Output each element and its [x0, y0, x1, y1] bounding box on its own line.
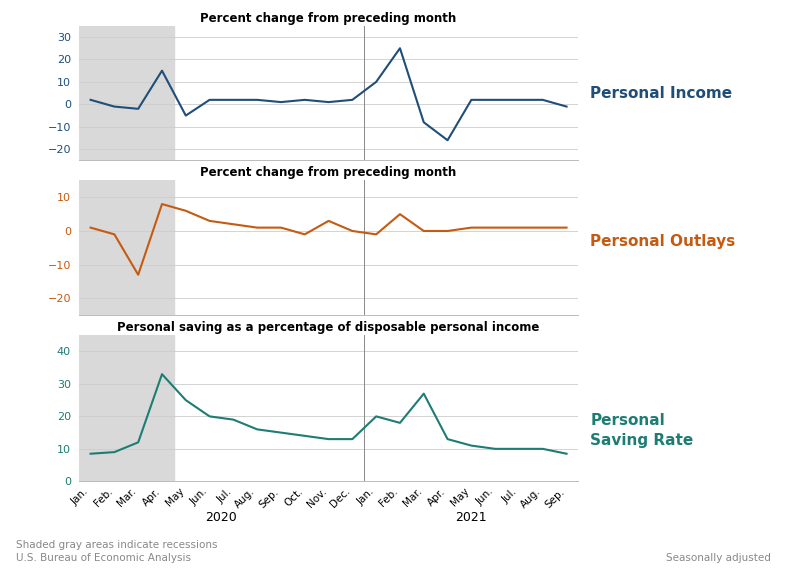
Bar: [79, 335, 174, 481]
Text: Personal
Saving Rate: Personal Saving Rate: [590, 413, 693, 448]
Text: U.S. Bureau of Economic Analysis: U.S. Bureau of Economic Analysis: [16, 553, 190, 563]
Bar: [79, 26, 174, 160]
Text: Personal Outlays: Personal Outlays: [590, 234, 736, 249]
Text: 2021: 2021: [456, 511, 487, 524]
Text: Seasonally adjusted: Seasonally adjusted: [667, 553, 771, 563]
Bar: [79, 180, 174, 315]
Text: Shaded gray areas indicate recessions: Shaded gray areas indicate recessions: [16, 540, 217, 550]
Text: Personal Income: Personal Income: [590, 85, 733, 101]
Title: Personal saving as a percentage of disposable personal income: Personal saving as a percentage of dispo…: [117, 321, 540, 334]
Text: 2020: 2020: [205, 511, 238, 524]
Title: Percent change from preceding month: Percent change from preceding month: [201, 166, 456, 179]
Title: Percent change from preceding month: Percent change from preceding month: [201, 11, 456, 25]
